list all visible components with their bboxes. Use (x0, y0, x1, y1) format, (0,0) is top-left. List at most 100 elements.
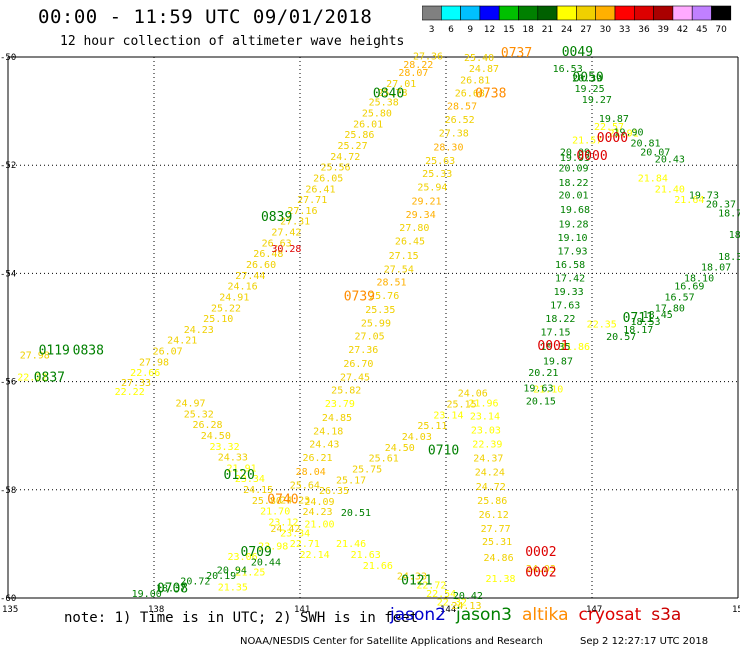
time-label: 0049 (562, 45, 593, 60)
wave-height-point: 27.16 (287, 206, 317, 217)
wave-height-point: 26.45 (395, 237, 425, 248)
wave-height-point: 26.60 (246, 260, 276, 271)
color-scale-label: 42 (677, 25, 688, 34)
wave-height-point: 20.09 (558, 164, 588, 175)
x-tick-label: 135 (2, 605, 18, 615)
wave-height-point: 20.09 (560, 147, 590, 158)
wave-height-point: 25.32 (184, 409, 214, 420)
wave-height-point: 20.07 (640, 147, 670, 158)
time-label: 0000 (576, 149, 607, 164)
generated-timestamp: Sep 2 12:27:17 UTC 2018 (580, 636, 709, 647)
legend-cryosat: cryosat (578, 605, 642, 625)
wave-height-point: 19.10 (557, 233, 587, 244)
wave-height-point: 27.45 (340, 373, 370, 384)
wave-height-point: 25.11 (417, 421, 447, 432)
time-label: 0710 (428, 444, 459, 459)
wave-height-point: 20.39 (572, 73, 602, 84)
wave-height-point: 24.23 (302, 507, 332, 518)
wave-height-point: 21.86 (560, 342, 590, 353)
wave-height-point: 25.33 (422, 169, 452, 180)
wave-height-point: 23.98 (258, 541, 288, 552)
time-label: 0050 (572, 70, 603, 85)
wave-height-point: 23.32 (210, 442, 240, 453)
wave-height-point: 26.68 (455, 88, 485, 99)
wave-height-point: 23.34 (280, 528, 310, 539)
wave-height-point: 22.14 (300, 550, 330, 561)
y-tick-label: -52 (0, 161, 16, 171)
legend-s3a: s3a (651, 605, 682, 625)
y-tick-label: -58 (0, 486, 16, 496)
wave-height-point: 20.15 (526, 396, 556, 407)
wave-height-point: 21.64 (674, 195, 704, 206)
wave-height-point: 27.54 (384, 264, 414, 275)
wave-height-point: 16.69 (674, 282, 704, 293)
time-label: 0740 (267, 492, 298, 507)
wave-height-point: 21.10 (533, 384, 563, 395)
y-tick-label: -54 (0, 269, 16, 279)
wave-height-point: 28.07 (398, 68, 428, 79)
wave-height-point: 18.22 (558, 178, 588, 189)
wave-height-point: 24.42 (270, 524, 300, 535)
wave-height-point: 21.70 (260, 507, 290, 518)
x-tick-label: 138 (148, 605, 164, 615)
wave-height-point: 27.71 (297, 195, 327, 206)
wave-height-point: 26.70 (343, 359, 373, 370)
wave-height-point: 19.27 (582, 95, 612, 106)
wave-height-point: 16.57 (665, 292, 695, 303)
wave-height-point: 18.73 (718, 209, 740, 220)
wave-height-point: 19.73 (689, 191, 719, 202)
time-label: 0840 (373, 87, 404, 102)
time-label: 0000 (597, 131, 628, 146)
wave-height-point: 25.22 (211, 303, 241, 314)
color-scale-label: 6 (448, 25, 454, 34)
wave-height-point: 22.54 (426, 589, 456, 600)
time-label: 0839 (261, 210, 292, 225)
time-label: 0739 (344, 289, 375, 304)
wave-height-point: 27.36 (413, 52, 443, 63)
wave-height-point: 24.33 (218, 453, 248, 464)
color-scale-label: 70 (715, 25, 727, 34)
color-scale-label: 21 (542, 25, 553, 34)
wave-height-point: 25.75 (352, 464, 382, 475)
wave-height-point: 19.68 (560, 205, 590, 216)
wave-height-point: 19.33 (554, 287, 584, 298)
wave-height-point: 20.19 (206, 571, 236, 582)
wave-height-point: 22.35 (587, 320, 617, 331)
time-label: 0120 (224, 468, 255, 483)
wave-height-point: 25.17 (336, 475, 366, 486)
legend-altika: altika (522, 605, 569, 625)
note-text: note: 1) Time is in UTC; 2) SWH is in fe… (64, 610, 419, 626)
wave-height-point: 29.34 (406, 210, 436, 221)
wave-height-point: 27.98 (20, 350, 50, 361)
wave-height-point: 21.91 (609, 129, 639, 140)
wave-height-point: 24.87 (469, 64, 499, 75)
wave-height-point: 25.40 (464, 53, 494, 64)
time-label: 0711 (623, 311, 654, 326)
wave-height-point: 18.17 (623, 325, 653, 336)
wave-height-point: 21.35 (218, 582, 248, 593)
wave-height-point: 27.77 (481, 524, 511, 535)
time-label: 0002 (525, 565, 556, 580)
time-label: 0708 (157, 582, 188, 597)
wave-height-point: 20.94 (217, 566, 247, 577)
wave-height-point: 28.57 (447, 101, 477, 112)
wave-height-point: 26.52 (445, 115, 475, 126)
time-label: 0002 (525, 545, 556, 560)
color-scale-label: 12 (484, 25, 495, 34)
wave-height-point: 27.42 (271, 228, 301, 239)
y-tick-label: -50 (0, 53, 16, 63)
wave-height-point: 18.32 (718, 252, 740, 263)
wave-height-point: 24.16 (228, 282, 258, 293)
wave-height-point: 26.07 (153, 347, 183, 358)
wave-height-point: 21.57 (572, 136, 602, 147)
wave-height-point: 22.32 (437, 598, 467, 609)
wave-height-point: 24.97 (175, 398, 205, 409)
wave-height-point: 19.87 (599, 114, 629, 125)
wave-height-point: 26.01 (353, 119, 383, 130)
x-tick-label: 141 (294, 605, 310, 615)
wave-height-point: 21.00 (304, 520, 334, 531)
wave-height-point: 26.81 (460, 76, 490, 87)
wave-height-point: 21.84 (638, 173, 668, 184)
wave-height-point: 25.10 (203, 314, 233, 325)
